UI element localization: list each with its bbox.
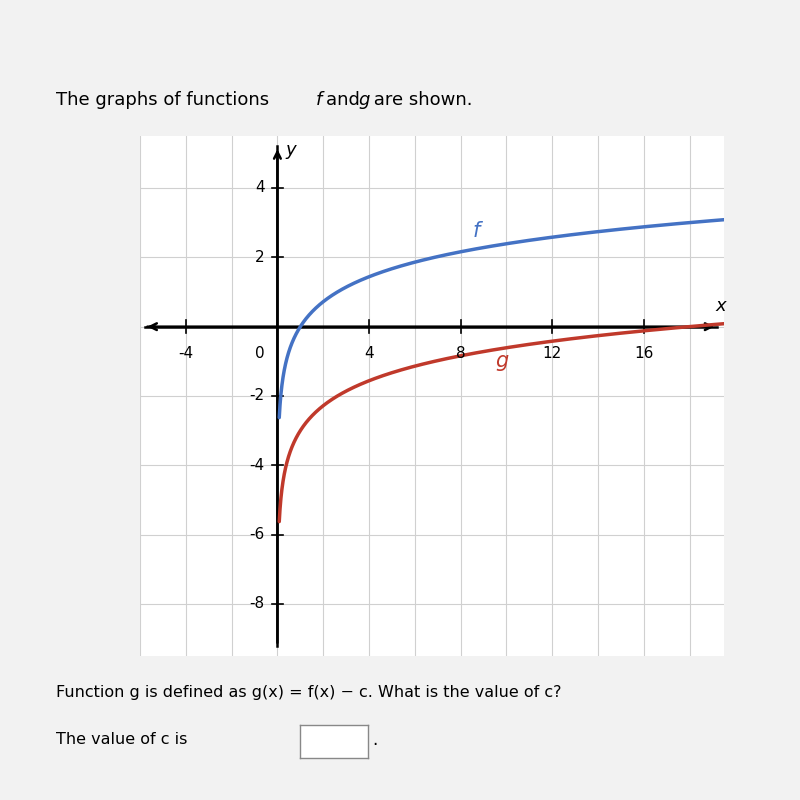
Text: are shown.: are shown. xyxy=(368,91,473,109)
Text: 0: 0 xyxy=(255,346,265,361)
Text: and: and xyxy=(326,91,366,109)
Text: 2: 2 xyxy=(255,250,265,265)
Text: The graphs of functions: The graphs of functions xyxy=(56,91,275,109)
Text: x: x xyxy=(715,297,726,314)
Text: 4: 4 xyxy=(364,346,374,361)
Text: .: . xyxy=(372,731,378,749)
Text: 4: 4 xyxy=(255,181,265,195)
Text: -4: -4 xyxy=(178,346,194,361)
Text: -4: -4 xyxy=(250,458,265,473)
Text: y: y xyxy=(286,141,296,159)
Text: f: f xyxy=(316,91,322,109)
Text: g: g xyxy=(495,351,508,371)
Text: -2: -2 xyxy=(250,389,265,403)
Text: f: f xyxy=(472,221,479,241)
Text: g: g xyxy=(358,91,370,109)
Text: The value of c is: The value of c is xyxy=(56,733,187,747)
Text: Function g is defined as g(x) = f(x) − c. What is the value of c?: Function g is defined as g(x) = f(x) − c… xyxy=(56,685,562,699)
Text: -8: -8 xyxy=(250,597,265,611)
Text: -6: -6 xyxy=(250,527,265,542)
Text: 8: 8 xyxy=(456,346,466,361)
Text: 12: 12 xyxy=(542,346,562,361)
Text: 16: 16 xyxy=(634,346,654,361)
